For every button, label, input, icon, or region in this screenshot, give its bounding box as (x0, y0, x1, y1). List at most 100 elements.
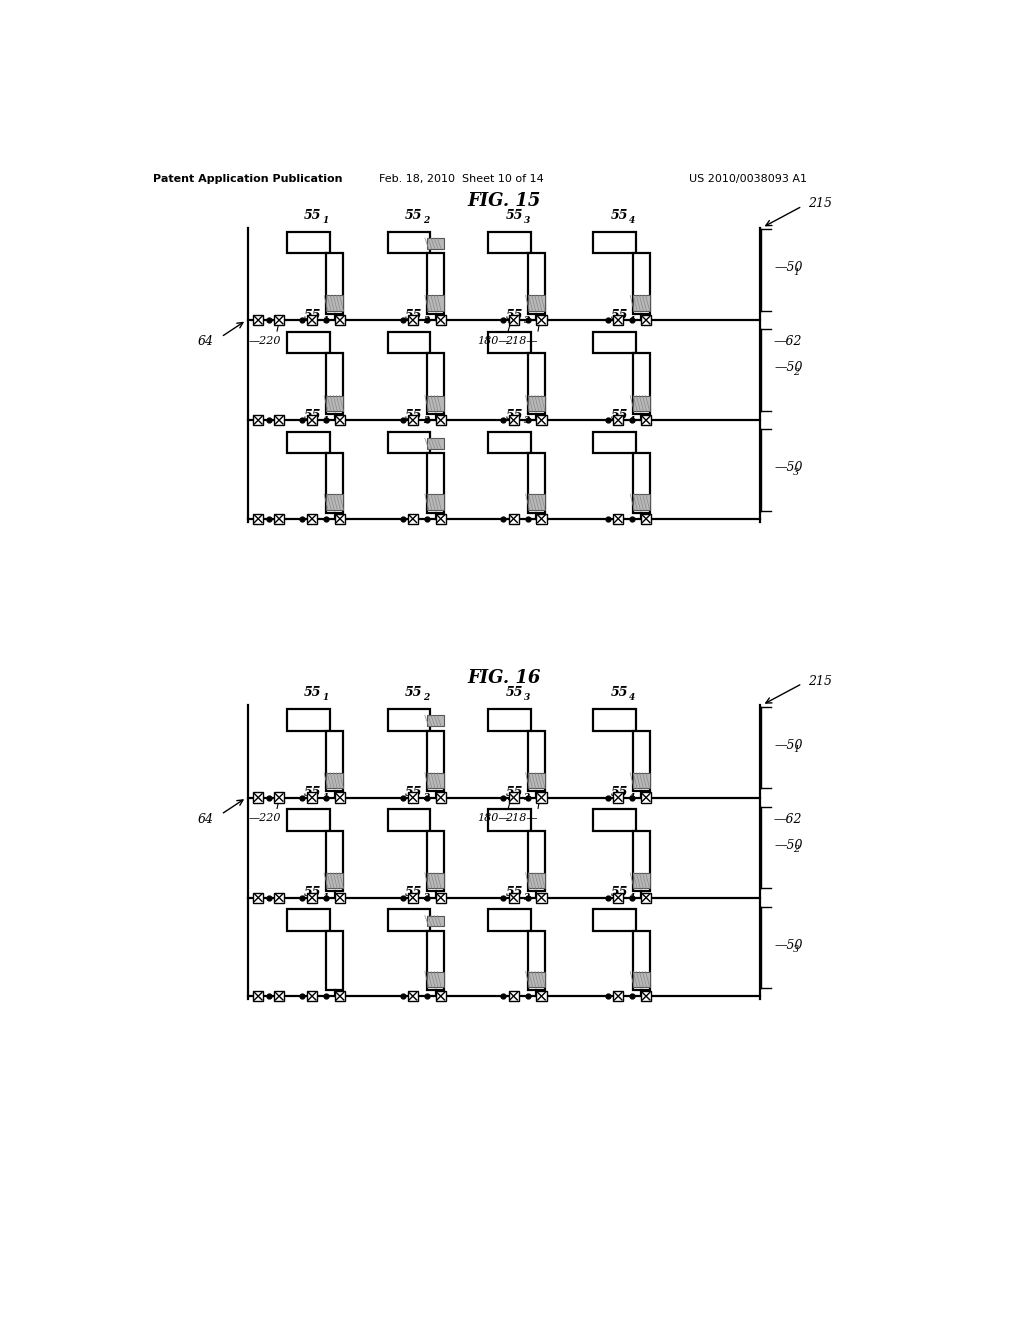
FancyBboxPatch shape (408, 416, 418, 425)
Bar (427, 730, 444, 792)
Text: 215: 215 (808, 197, 831, 210)
Text: 55: 55 (406, 209, 423, 222)
Text: 55: 55 (610, 686, 628, 700)
Text: 55: 55 (610, 409, 628, 422)
Text: Patent Application Publication: Patent Application Publication (154, 174, 343, 183)
Bar (427, 774, 444, 788)
FancyBboxPatch shape (613, 792, 624, 803)
Bar (528, 396, 545, 411)
Bar (633, 296, 649, 312)
FancyBboxPatch shape (641, 513, 651, 524)
Text: 2: 2 (423, 315, 429, 325)
Text: 1: 1 (323, 693, 329, 702)
Text: 64: 64 (198, 335, 213, 348)
Bar (488, 432, 531, 453)
FancyBboxPatch shape (335, 792, 345, 803)
FancyBboxPatch shape (408, 513, 418, 524)
Bar (388, 809, 430, 830)
Bar (633, 453, 649, 512)
Text: 55: 55 (406, 785, 423, 799)
Bar (388, 231, 430, 253)
FancyBboxPatch shape (509, 513, 518, 524)
FancyBboxPatch shape (307, 792, 317, 803)
Text: 4: 4 (629, 416, 635, 425)
FancyBboxPatch shape (537, 513, 547, 524)
Text: 55: 55 (610, 309, 628, 322)
Bar (488, 909, 531, 931)
Text: 1: 1 (793, 746, 799, 754)
FancyBboxPatch shape (274, 416, 285, 425)
Text: —50: —50 (774, 939, 803, 952)
Text: 64: 64 (198, 813, 213, 825)
Bar (488, 231, 531, 253)
Bar (427, 396, 444, 411)
Text: 55: 55 (506, 309, 523, 322)
Bar (633, 396, 649, 411)
Text: 55: 55 (506, 686, 523, 700)
FancyBboxPatch shape (537, 315, 547, 325)
Bar (327, 931, 343, 990)
Text: —220: —220 (249, 813, 281, 822)
Text: 55: 55 (304, 409, 322, 422)
Bar (528, 730, 545, 792)
Text: 180—: 180— (477, 813, 510, 822)
Bar (488, 331, 531, 354)
Text: 4: 4 (629, 894, 635, 903)
FancyBboxPatch shape (307, 991, 317, 1001)
Text: 2: 2 (423, 693, 429, 702)
FancyBboxPatch shape (253, 315, 263, 325)
Text: 218—: 218— (505, 813, 538, 822)
FancyBboxPatch shape (435, 416, 445, 425)
Bar (287, 709, 330, 730)
Text: Feb. 18, 2010  Sheet 10 of 14: Feb. 18, 2010 Sheet 10 of 14 (379, 174, 544, 183)
Text: —50: —50 (774, 739, 803, 751)
FancyBboxPatch shape (408, 892, 418, 903)
Text: —220: —220 (249, 335, 281, 346)
Text: 55: 55 (406, 309, 423, 322)
Bar (388, 709, 430, 730)
Text: 1: 1 (323, 793, 329, 803)
Text: 4: 4 (629, 793, 635, 803)
FancyBboxPatch shape (613, 416, 624, 425)
Text: 1: 1 (323, 894, 329, 903)
FancyBboxPatch shape (509, 892, 518, 903)
FancyBboxPatch shape (274, 892, 285, 903)
Bar (327, 830, 343, 891)
Bar (287, 909, 330, 931)
Text: 3: 3 (524, 793, 530, 803)
Text: —50: —50 (774, 362, 803, 375)
Bar (528, 873, 545, 888)
Text: 4: 4 (629, 315, 635, 325)
FancyBboxPatch shape (307, 892, 317, 903)
Text: 55: 55 (406, 886, 423, 899)
FancyBboxPatch shape (274, 792, 285, 803)
Bar (633, 931, 649, 990)
Text: —62: —62 (773, 813, 802, 825)
FancyBboxPatch shape (613, 513, 624, 524)
Text: 2: 2 (423, 793, 429, 803)
Text: 55: 55 (610, 785, 628, 799)
Text: FIG. 15: FIG. 15 (467, 191, 541, 210)
Bar (327, 730, 343, 792)
Bar (528, 830, 545, 891)
FancyBboxPatch shape (641, 792, 651, 803)
Bar (427, 931, 444, 990)
Bar (593, 432, 636, 453)
Bar (528, 296, 545, 312)
Bar (427, 715, 444, 726)
FancyBboxPatch shape (435, 991, 445, 1001)
Text: 4: 4 (629, 215, 635, 224)
Bar (528, 253, 545, 314)
Text: —50: —50 (774, 838, 803, 851)
Bar (427, 296, 444, 312)
FancyBboxPatch shape (335, 513, 345, 524)
Text: 55: 55 (406, 686, 423, 700)
Text: 2: 2 (793, 368, 799, 378)
FancyBboxPatch shape (613, 892, 624, 903)
FancyBboxPatch shape (253, 991, 263, 1001)
FancyBboxPatch shape (274, 315, 285, 325)
FancyBboxPatch shape (641, 991, 651, 1001)
Bar (427, 453, 444, 512)
Text: 55: 55 (304, 309, 322, 322)
FancyBboxPatch shape (537, 792, 547, 803)
